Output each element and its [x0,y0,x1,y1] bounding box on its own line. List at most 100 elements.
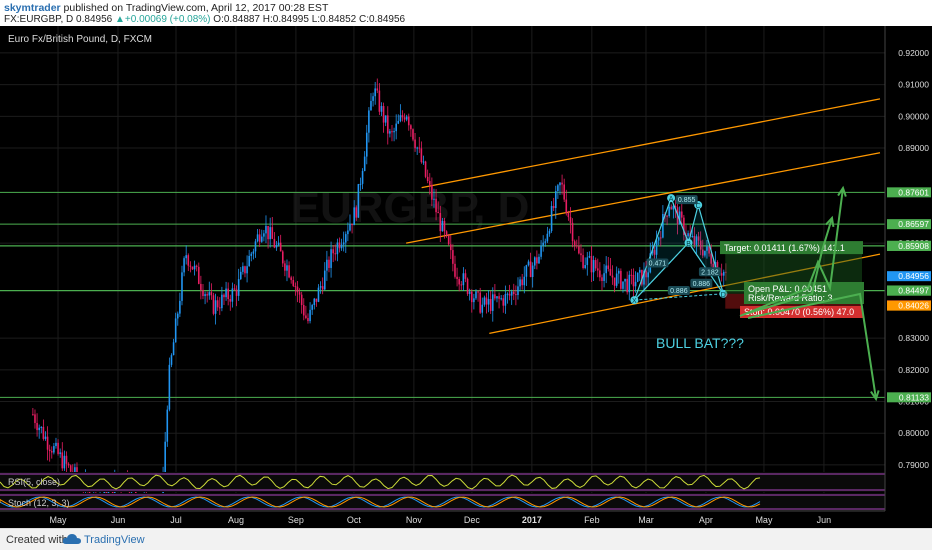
candle-body [687,233,689,237]
candle-body [426,176,429,182]
candle-body [725,271,727,273]
candle-body [176,313,179,319]
pattern-ratio-box [690,278,713,288]
candle-body [680,211,683,218]
candle-body [470,291,473,303]
price-marker-box [887,219,931,230]
candle-body [494,294,496,299]
candle-body [53,446,55,453]
price-marker-label: 0.84026 [898,301,929,311]
tradingview-brand[interactable]: TradingView [84,534,145,546]
candle-body [626,278,628,293]
candle-body [525,265,528,277]
candle-body [313,298,316,306]
candle-body [483,297,486,305]
candle-body [342,242,345,245]
candle-body [697,236,700,241]
candle-body [454,263,456,277]
candle-body [300,294,303,306]
candle-body [550,205,553,231]
price-axis-labels: 0.920000.910000.900000.890000.860000.830… [887,48,931,470]
candle-body [269,227,271,240]
candle-body [704,250,706,256]
candle-body [36,423,38,431]
candle-body [615,273,618,286]
candle-body [193,265,196,270]
candle-body [216,300,219,308]
stop-box[interactable] [740,306,863,318]
time-tick-label: May [50,515,68,525]
candle-body [479,292,481,313]
pattern-ratio-label: 0.471 [649,260,667,267]
candle-body [433,198,435,200]
bull-bat-annotation: BULL BAT??? [656,335,744,351]
candle-body [674,205,677,208]
candle-body [281,251,284,264]
pattern-point-marker [684,238,693,247]
candle-body [456,276,458,280]
price-marker-label: 0.84497 [898,286,929,296]
up-triangle-icon: ▲ [114,14,125,25]
candle-body [428,181,431,185]
candle-body [533,257,536,266]
candle-body [611,275,614,278]
candle-body [67,463,70,466]
candle-body [634,281,637,287]
rsi-line [0,474,761,490]
candle-body [542,242,544,246]
candle-body [420,148,423,163]
candle-body [693,235,696,245]
pattern-point-label: X [632,298,637,305]
candle-body [74,467,76,476]
projection-arrow [739,187,844,317]
price-tick-label: 0.90000 [898,111,929,121]
candle-body [523,276,526,286]
candle-body [504,294,507,306]
candle-body [569,217,572,223]
pnl-box[interactable] [744,282,864,304]
candle-body [380,106,383,112]
candle-body [183,258,185,273]
candle-body [527,261,530,266]
candle-body [563,184,565,200]
candle-body [498,296,500,299]
candle-body [565,199,568,214]
candle-body [647,272,649,278]
candle-body [500,298,502,300]
candle-body [34,414,36,424]
time-axis[interactable]: May Jun Jul Aug Sep Oct Nov Dec 2017 Feb Mar Apr May… [0,510,932,528]
candle-body [573,241,576,246]
time-tick-label: Jun [111,515,126,525]
candle-body [435,198,437,213]
target-box[interactable] [720,241,863,255]
candle-body [334,253,337,255]
pattern-point-marker [630,296,639,305]
candle-body [441,220,444,232]
candle-body [422,161,425,163]
candle-body [225,288,227,298]
candle-body [722,271,725,276]
long-position-tool[interactable]: Target: 0.01411 (1.67%) 141.1 Open P&L: 0… [720,241,864,318]
candle-body [628,274,631,293]
candle-body [546,233,549,242]
candle-body [361,170,364,184]
created-with-text: Created with [6,534,68,546]
candle-body [191,266,194,270]
candle-body [638,269,641,273]
candle-body [57,442,59,454]
candle-body [328,259,330,268]
candle-body [712,263,715,270]
time-tick-label: Sep [288,515,304,525]
candle-body [659,237,662,239]
horizontal-levels [0,191,885,398]
chart-area[interactable]: EURGBP, D XABCD0.4710.8860.8552.1820.886… [0,26,932,528]
candle-body [233,288,236,290]
candle-body [613,277,616,286]
candle-body [512,291,515,295]
time-tick-label: Jul [170,515,182,525]
stop-label: Stop: 0.00470 (0.56%) 47.0 [744,307,854,317]
author-link[interactable]: skymtrader [4,2,61,14]
candle-body [384,115,387,123]
candle-body [571,222,574,242]
candle-body [489,298,492,311]
